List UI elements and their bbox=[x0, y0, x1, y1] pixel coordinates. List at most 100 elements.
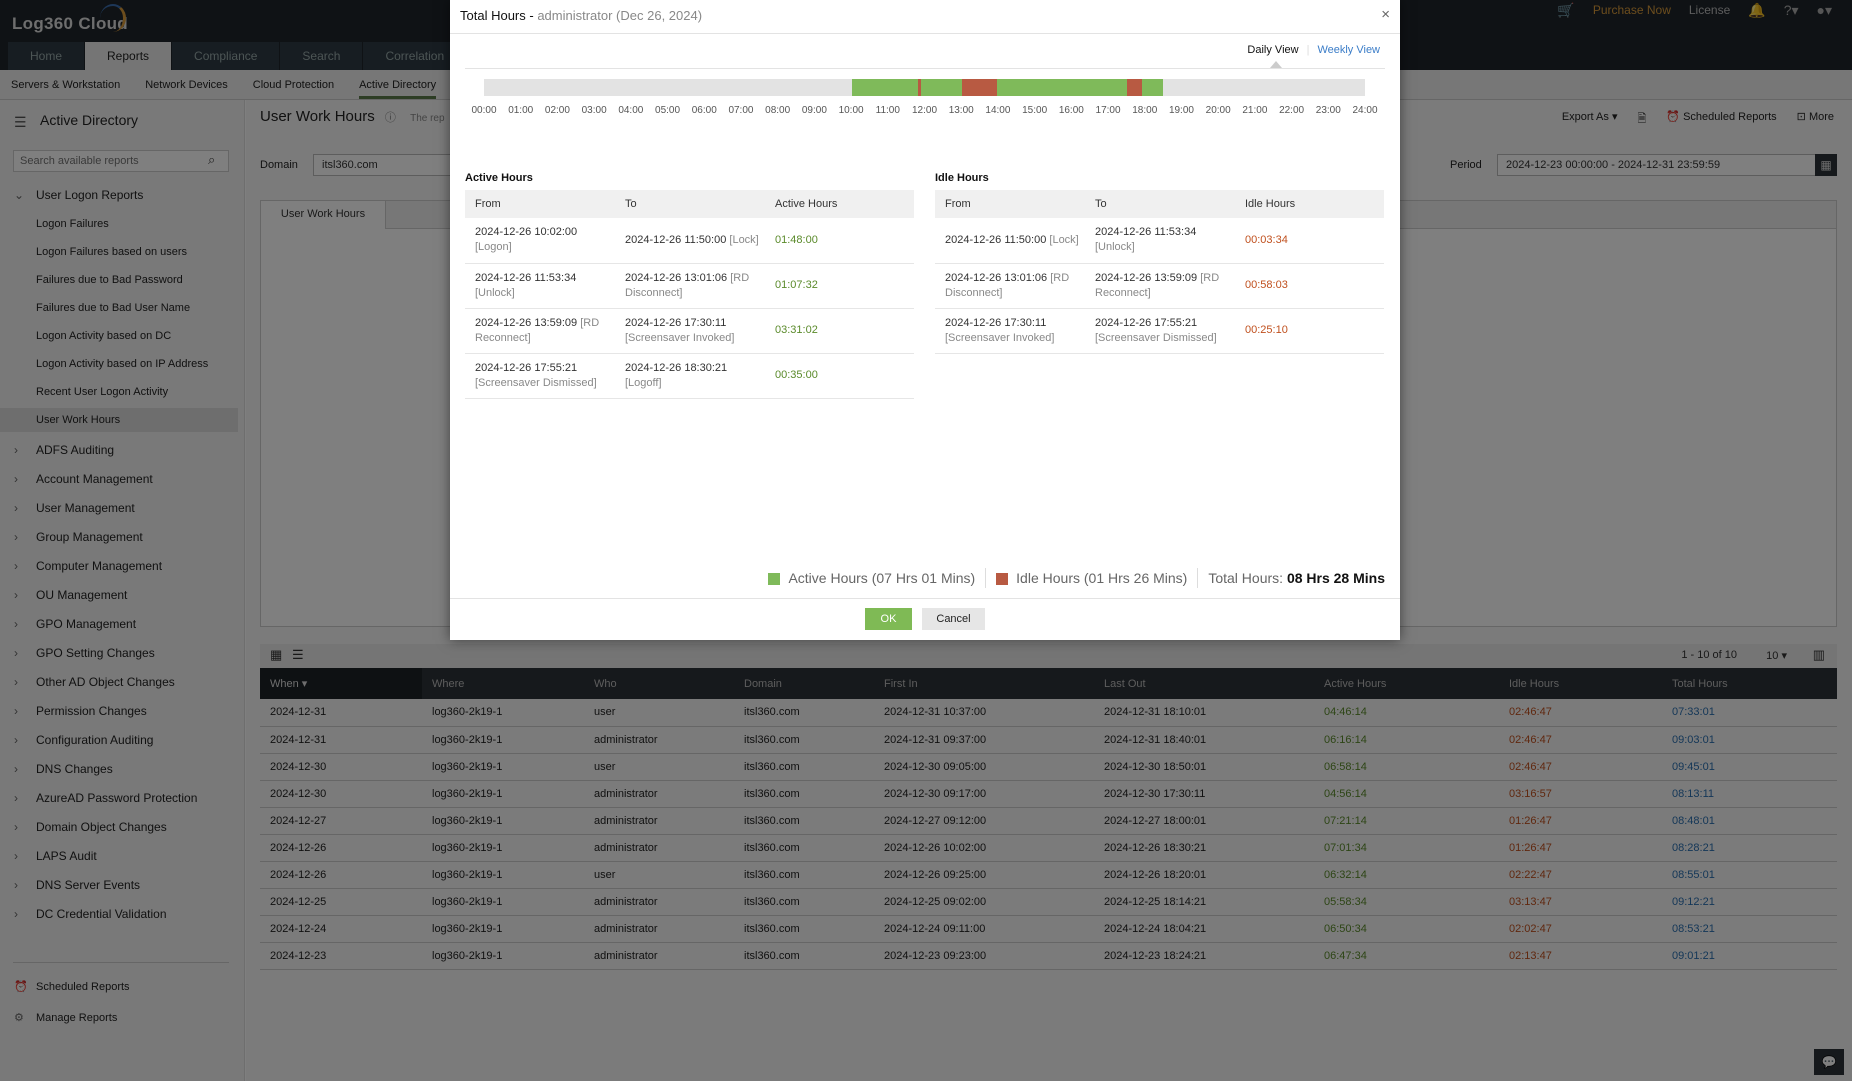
tick-label: 18:00 bbox=[1132, 105, 1158, 116]
ok-button[interactable]: OK bbox=[865, 608, 912, 630]
table-cell: 2024-12-26 10:02:00 [Logon] bbox=[465, 218, 615, 264]
table-row: 2024-12-26 11:50:00 [Lock] 2024-12-26 11:… bbox=[935, 218, 1384, 264]
table-cell: 2024-12-26 18:30:21 [Logoff] bbox=[615, 353, 765, 399]
tick-label: 07:00 bbox=[728, 105, 754, 116]
duration-cell: 00:25:10 bbox=[1235, 308, 1384, 354]
legend-idle: Idle Hours (01 Hrs 26 Mins) bbox=[996, 570, 1187, 586]
event-type: [RD Reconnect] bbox=[475, 316, 600, 344]
tick-label: 03:00 bbox=[581, 105, 607, 116]
tick-label: 13:00 bbox=[948, 105, 974, 116]
table-row: 2024-12-26 11:53:34 [Unlock] 2024-12-26 1… bbox=[465, 263, 914, 309]
event-type: [RD Disconnect] bbox=[945, 271, 1070, 299]
tick-label: 01:00 bbox=[508, 105, 534, 116]
tick-label: 15:00 bbox=[1022, 105, 1048, 116]
table-cell: 2024-12-26 11:50:00 [Lock] bbox=[615, 218, 765, 264]
tick-label: 21:00 bbox=[1242, 105, 1268, 116]
idle-segment[interactable] bbox=[1126, 79, 1142, 96]
duration-cell: 00:58:03 bbox=[1235, 263, 1384, 309]
active-view-caret-icon bbox=[1270, 61, 1282, 68]
duration-cell: 00:03:34 bbox=[1235, 218, 1384, 264]
tick-label: 02:00 bbox=[544, 105, 570, 116]
event-type: [Unlock] bbox=[1095, 241, 1135, 254]
tick-label: 22:00 bbox=[1279, 105, 1305, 116]
table-cell: 2024-12-26 13:01:06 [RD Disconnect] bbox=[615, 263, 765, 309]
hours-legend: Active Hours (07 Hrs 01 Mins) Idle Hours… bbox=[768, 568, 1385, 588]
duration-cell: 03:31:02 bbox=[765, 308, 914, 354]
column-header: To bbox=[615, 190, 765, 218]
tick-label: 19:00 bbox=[1168, 105, 1194, 116]
tick-label: 24:00 bbox=[1352, 105, 1378, 116]
timeline-axis: 00:00 01:00 02:00 03:00 04:00 05:00 06:00 07:00… bbox=[471, 105, 1377, 119]
table-row: 2024-12-26 13:01:06 [RD Disconnect] 2024-… bbox=[935, 263, 1384, 309]
event-type: [Unlock] bbox=[475, 286, 515, 299]
legend-total: Total Hours: 08 Hrs 28 Mins bbox=[1208, 570, 1385, 586]
cancel-button[interactable]: Cancel bbox=[922, 608, 985, 630]
dialog-title: Total Hours - administrator (Dec 26, 202… bbox=[460, 8, 703, 23]
duration-cell: 01:07:32 bbox=[765, 263, 914, 309]
event-type: [Screensaver Dismissed] bbox=[1095, 331, 1217, 344]
tick-label: 14:00 bbox=[985, 105, 1011, 116]
table-row: 2024-12-26 10:02:00 [Logon] 2024-12-26 11… bbox=[465, 218, 914, 264]
column-header: Active Hours bbox=[765, 190, 914, 218]
tick-label: 17:00 bbox=[1095, 105, 1121, 116]
table-cell: 2024-12-26 11:53:34 [Unlock] bbox=[465, 263, 615, 309]
close-icon[interactable]: × bbox=[1381, 6, 1390, 23]
tick-label: 08:00 bbox=[765, 105, 791, 116]
table-cell: 2024-12-26 13:59:09 [RD Reconnect] bbox=[1085, 263, 1235, 309]
table-cell: 2024-12-26 13:59:09 [RD Reconnect] bbox=[465, 308, 615, 354]
column-header: Idle Hours bbox=[1235, 190, 1384, 218]
table-cell: 2024-12-26 17:30:11 [Screensaver Invoked… bbox=[615, 308, 765, 354]
event-type: [Logon] bbox=[475, 241, 512, 254]
active-swatch-icon bbox=[768, 573, 781, 586]
tick-label: 04:00 bbox=[618, 105, 644, 116]
table-cell: 2024-12-26 11:53:34 [Unlock] bbox=[1085, 218, 1235, 264]
event-type: [Screensaver Dismissed] bbox=[475, 376, 597, 389]
idle-hours-table: From To Idle Hours 2024-12-26 11:50:00 [Loc… bbox=[935, 190, 1384, 354]
active-segment[interactable] bbox=[997, 79, 1127, 96]
tick-label: 00:00 bbox=[471, 105, 497, 116]
table-cell: 2024-12-26 17:55:21 [Screensaver Dismiss… bbox=[465, 353, 615, 399]
tick-label: 23:00 bbox=[1315, 105, 1341, 116]
idle-segment[interactable] bbox=[918, 79, 921, 96]
column-header: To bbox=[1085, 190, 1235, 218]
tick-label: 09:00 bbox=[801, 105, 827, 116]
table-cell: 2024-12-26 13:01:06 [RD Disconnect] bbox=[935, 263, 1085, 309]
tick-label: 16:00 bbox=[1058, 105, 1084, 116]
table-cell: 2024-12-26 17:30:11 [Screensaver Invoked… bbox=[935, 308, 1085, 354]
active-segment[interactable] bbox=[852, 79, 919, 96]
tick-label: 06:00 bbox=[691, 105, 717, 116]
event-type: [Screensaver Invoked] bbox=[945, 331, 1055, 344]
active-segment[interactable] bbox=[920, 79, 962, 96]
table-row: 2024-12-26 17:55:21 [Screensaver Dismiss… bbox=[465, 353, 914, 399]
total-hours-dialog: Total Hours - administrator (Dec 26, 202… bbox=[450, 0, 1400, 640]
active-hours-table: From To Active Hours 2024-12-26 10:02:00 [L… bbox=[465, 190, 914, 399]
daily-view-tab[interactable]: Daily View bbox=[1247, 44, 1299, 56]
tick-label: 05:00 bbox=[655, 105, 681, 116]
idle-swatch-icon bbox=[996, 573, 1009, 586]
divider bbox=[450, 598, 1400, 599]
table-row: 2024-12-26 17:30:11 [Screensaver Invoked… bbox=[935, 308, 1384, 354]
table-cell: 2024-12-26 17:55:21 [Screensaver Dismiss… bbox=[1085, 308, 1235, 354]
event-type: [RD Disconnect] bbox=[625, 271, 750, 299]
divider bbox=[465, 68, 1385, 69]
tick-label: 12:00 bbox=[911, 105, 938, 116]
duration-cell: 01:48:00 bbox=[765, 218, 914, 264]
table-row: 2024-12-26 13:59:09 [RD Reconnect] 2024-1… bbox=[465, 308, 914, 354]
active-hours-title: Active Hours bbox=[465, 172, 533, 184]
idle-hours-title: Idle Hours bbox=[935, 172, 989, 184]
divider bbox=[450, 33, 1400, 34]
active-segment[interactable] bbox=[1141, 79, 1164, 96]
tick-label: 11:00 bbox=[875, 105, 900, 116]
table-cell: 2024-12-26 11:50:00 [Lock] bbox=[935, 218, 1085, 264]
weekly-view-tab[interactable]: Weekly View bbox=[1317, 44, 1380, 56]
event-type: [Lock] bbox=[1049, 233, 1079, 246]
tick-label: 20:00 bbox=[1205, 105, 1231, 116]
event-type: [Logoff] bbox=[625, 376, 662, 389]
event-type: [RD Reconnect] bbox=[1095, 271, 1220, 299]
daily-timeline-bar bbox=[484, 79, 1365, 96]
event-type: [Lock] bbox=[729, 233, 759, 246]
view-switcher: Daily View | Weekly View bbox=[1247, 44, 1380, 56]
idle-segment[interactable] bbox=[961, 79, 998, 96]
event-type: [Screensaver Invoked] bbox=[625, 331, 735, 344]
column-header: From bbox=[935, 190, 1085, 218]
